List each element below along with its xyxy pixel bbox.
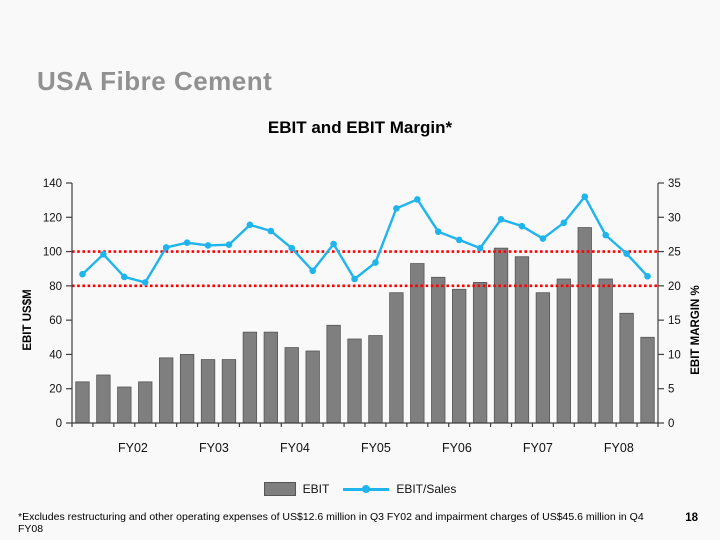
legend-label-ebit: EBIT bbox=[302, 482, 330, 496]
ebit-bar bbox=[556, 278, 571, 424]
ebit-bar bbox=[284, 347, 299, 424]
ebit-sales-marker bbox=[393, 205, 400, 212]
chart-legend: EBIT EBIT/Sales bbox=[0, 482, 720, 496]
page-number: 18 bbox=[685, 512, 698, 524]
ebit-sales-marker bbox=[351, 275, 358, 283]
ebit-bar bbox=[577, 227, 592, 424]
x-category-label: FY07 bbox=[523, 441, 553, 455]
left-tick-label: 60 bbox=[49, 315, 62, 327]
ebit-sales-line bbox=[81, 195, 649, 284]
ebit-sales-marker bbox=[246, 221, 254, 229]
ebit-sales-marker bbox=[602, 231, 609, 239]
ebit-bar-swatch-icon bbox=[263, 482, 296, 496]
x-category-label: FY05 bbox=[361, 441, 391, 455]
left-tick-label: 80 bbox=[49, 281, 62, 293]
ebit-bar bbox=[200, 359, 216, 424]
ebit-sales-marker bbox=[644, 272, 651, 280]
legend-item-ebit: EBIT bbox=[263, 482, 330, 496]
ebit-sales-marker bbox=[330, 240, 337, 248]
ebit-sales-marker bbox=[183, 239, 191, 246]
ebit-bar bbox=[389, 292, 404, 424]
ebit-bar bbox=[640, 336, 655, 424]
ebit-sales-marker bbox=[497, 216, 505, 223]
ebit-sales-marker bbox=[414, 196, 421, 203]
x-category-label: FY03 bbox=[199, 441, 229, 455]
ebit-bar bbox=[75, 381, 90, 424]
left-tick-label: 0 bbox=[56, 418, 62, 430]
ebit-bar bbox=[619, 312, 634, 424]
right-tick-label: 5 bbox=[668, 384, 674, 396]
left-tick-label: 140 bbox=[43, 178, 62, 190]
ebit-sales-marker bbox=[100, 251, 107, 258]
ebit-bar bbox=[159, 357, 174, 424]
right-tick-label: 0 bbox=[668, 418, 674, 430]
ebit-bar bbox=[535, 292, 551, 424]
ebit-sales-marker bbox=[79, 270, 86, 278]
ebit-bar bbox=[472, 282, 488, 424]
ebit-sales-marker bbox=[476, 244, 484, 252]
ebit-sales-marker bbox=[309, 267, 316, 275]
legend-label-ebit-sales: EBIT/Sales bbox=[396, 482, 457, 496]
right-tick-label: 20 bbox=[668, 281, 681, 293]
right-axis-title: EBIT MARGIN % bbox=[690, 285, 702, 374]
x-category-label: FY04 bbox=[280, 441, 310, 455]
right-tick-label: 30 bbox=[668, 212, 681, 224]
left-tick-label: 20 bbox=[49, 384, 62, 396]
ebit-sales-line-swatch-icon bbox=[343, 483, 390, 495]
x-category-label: FY06 bbox=[442, 441, 472, 455]
ebit-bar bbox=[263, 331, 278, 424]
x-category-label: FY08 bbox=[604, 441, 634, 455]
ebit-sales-marker bbox=[141, 279, 149, 286]
left-tick-label: 100 bbox=[43, 247, 62, 259]
ebit-sales-marker bbox=[288, 244, 296, 252]
left-axis-title: EBIT US$M bbox=[22, 289, 34, 350]
right-tick-label: 10 bbox=[668, 349, 681, 361]
ebit-bar bbox=[493, 247, 509, 424]
left-tick-label: 40 bbox=[49, 349, 62, 361]
ebit-sales-marker bbox=[623, 250, 630, 257]
ebit-sales-marker bbox=[560, 219, 568, 227]
ebit-bar bbox=[598, 278, 613, 424]
ebit-sales-marker bbox=[204, 242, 212, 249]
ebit-bar bbox=[326, 324, 341, 424]
legend-item-ebit-sales: EBIT/Sales bbox=[343, 482, 456, 496]
ebit-sales-marker bbox=[225, 241, 233, 249]
slide-title: USA Fibre Cement bbox=[37, 66, 273, 96]
ebit-sales-marker bbox=[455, 236, 463, 244]
ebit-bar bbox=[242, 331, 258, 424]
right-tick-label: 25 bbox=[668, 247, 681, 259]
ebit-bar bbox=[221, 359, 237, 424]
ebit-sales-marker bbox=[434, 228, 442, 235]
ebit-sales-marker bbox=[539, 235, 547, 242]
ebit-sales-marker bbox=[121, 273, 128, 281]
ebit-bar bbox=[138, 381, 153, 424]
chart-title: EBIT and EBIT Margin* bbox=[267, 118, 453, 137]
ebit-bar bbox=[179, 354, 195, 424]
ebit-bar bbox=[368, 335, 383, 424]
ebit-bar bbox=[410, 263, 425, 424]
ebit-sales-marker bbox=[162, 244, 170, 251]
ebit-bar bbox=[431, 276, 446, 424]
x-category-label: FY02 bbox=[118, 441, 148, 455]
footnote: *Excludes restructuring and other operat… bbox=[18, 511, 644, 535]
ebit-sales-marker bbox=[581, 193, 589, 201]
left-tick-label: 120 bbox=[43, 212, 62, 224]
right-tick-label: 15 bbox=[668, 315, 681, 327]
ebit-bar bbox=[514, 256, 530, 424]
right-tick-label: 35 bbox=[668, 178, 681, 190]
ebit-sales-marker bbox=[267, 227, 275, 235]
ebit-sales-marker bbox=[518, 222, 526, 230]
ebit-bar bbox=[452, 288, 467, 424]
ebit-bar bbox=[305, 350, 320, 424]
ebit-bar bbox=[117, 386, 132, 424]
ebit-sales-marker bbox=[372, 259, 379, 266]
ebit-bar bbox=[347, 338, 362, 424]
ebit-bar bbox=[96, 374, 111, 424]
